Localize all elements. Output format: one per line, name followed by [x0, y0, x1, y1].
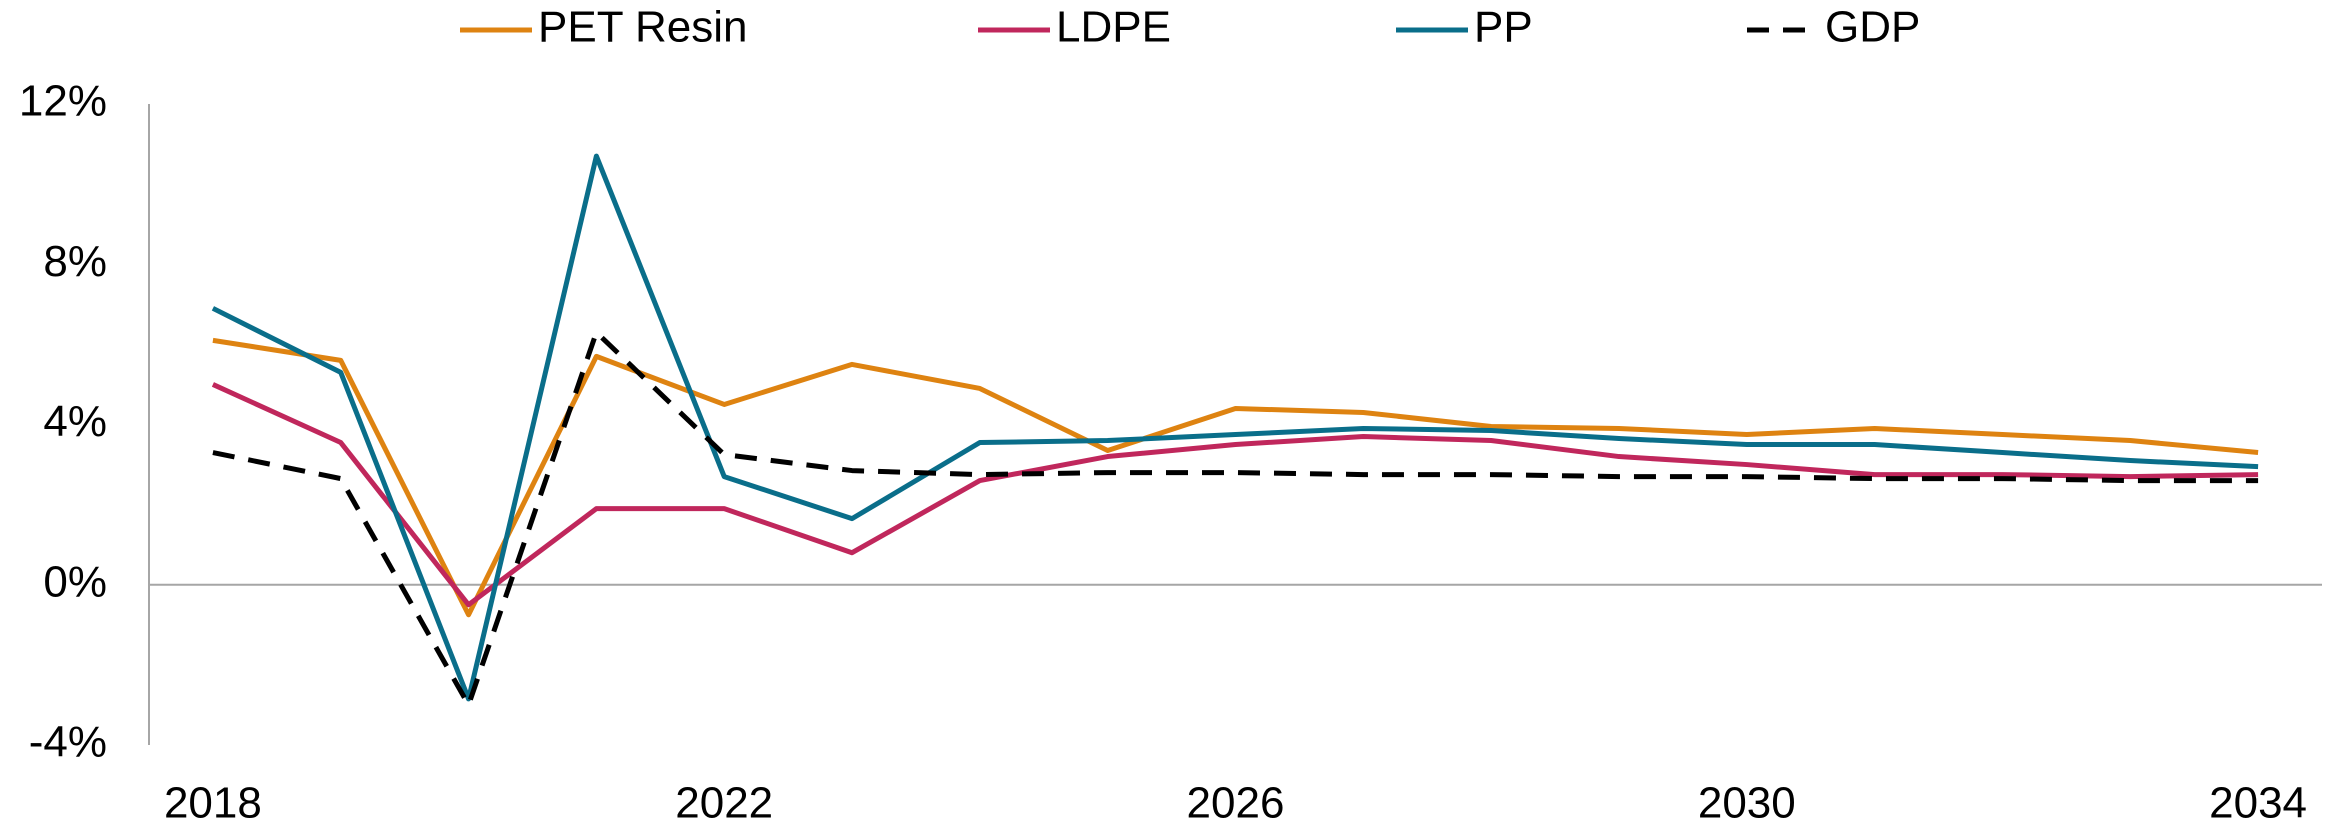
y-tick-label: -4% [29, 718, 107, 767]
y-tick-label: 8% [43, 237, 107, 286]
x-tick-label: 2022 [675, 779, 773, 826]
legend-label: GDP [1825, 3, 1920, 52]
y-tick-label: 0% [43, 557, 107, 606]
x-tick-label: 2018 [164, 779, 262, 826]
legend-label: PET Resin [538, 3, 748, 52]
y-tick-label: 12% [19, 77, 107, 126]
series-line [212, 329, 2259, 708]
legend-label: LDPE [1056, 3, 1171, 52]
legend-label: PP [1474, 3, 1533, 52]
series-line [212, 337, 2259, 618]
x-tick-label: 2030 [1698, 779, 1796, 826]
series-line [211, 153, 2259, 702]
x-tick-label: 2026 [1187, 779, 1285, 826]
y-tick-label: 4% [43, 397, 107, 446]
x-tick-label: 2034 [2209, 779, 2307, 826]
series-line [211, 382, 2259, 608]
